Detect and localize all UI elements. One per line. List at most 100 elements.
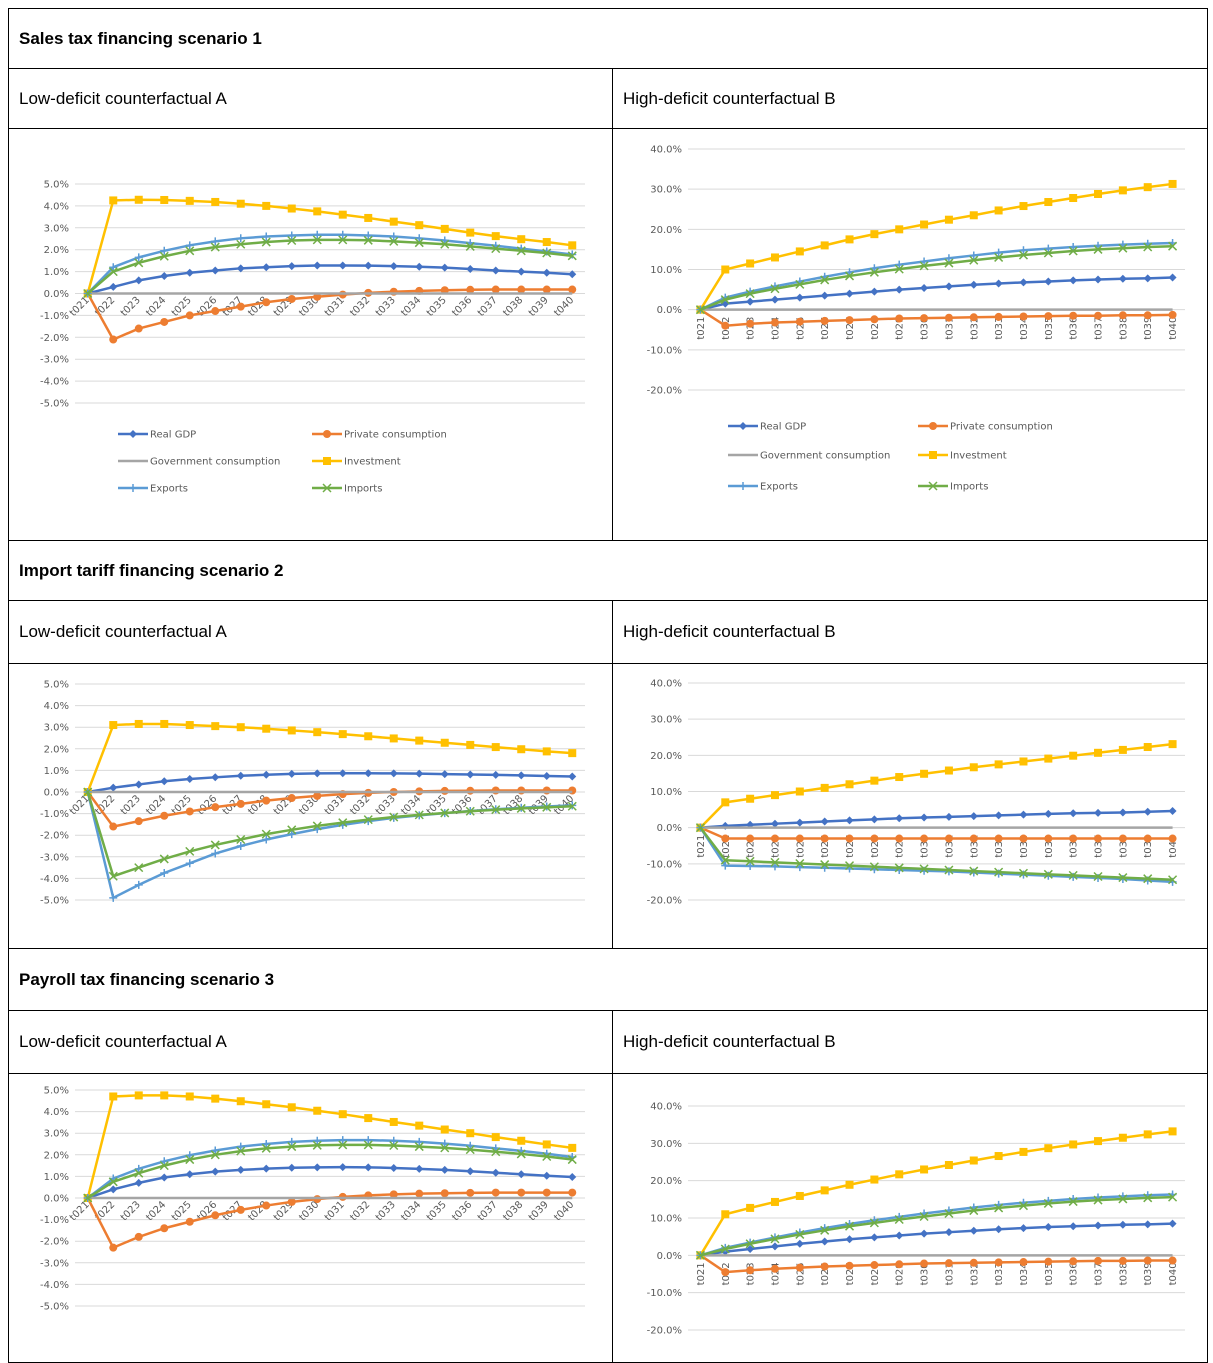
series-line (87, 1165, 573, 1200)
y-tick-label: 5.0% (44, 680, 69, 691)
marker (211, 237, 220, 246)
marker (739, 482, 747, 490)
marker (695, 305, 705, 315)
legend-item: Real GDP (728, 422, 806, 433)
marker (389, 1163, 398, 1172)
marker (491, 266, 500, 275)
marker (894, 264, 904, 274)
legend-label: Imports (344, 484, 382, 495)
column-header: Low-deficit counterfactual A (8, 600, 613, 664)
marker (1069, 243, 1078, 252)
marker (1118, 274, 1127, 283)
marker (1168, 1127, 1177, 1136)
marker (969, 313, 978, 322)
marker (720, 1244, 730, 1254)
marker (262, 724, 271, 733)
x-tick-label: t021 (696, 1262, 707, 1285)
marker (338, 235, 348, 245)
series-line (86, 1138, 573, 1199)
marker (542, 238, 551, 247)
marker (770, 1242, 779, 1251)
marker (313, 791, 322, 800)
marker (1093, 871, 1103, 882)
marker (363, 815, 373, 825)
marker (895, 1231, 904, 1240)
marker (567, 1155, 577, 1165)
marker (568, 772, 577, 781)
marker (721, 798, 730, 807)
x-tick-label: t026 (820, 835, 831, 858)
marker (795, 1229, 805, 1239)
marker (1093, 1195, 1103, 1205)
marker (721, 321, 730, 330)
x-tick-label: t038 (1118, 1262, 1129, 1285)
marker (1118, 873, 1128, 883)
marker (414, 810, 424, 820)
x-tick-label: t034 (1019, 317, 1030, 340)
marker (1118, 834, 1127, 843)
marker (770, 284, 780, 294)
series (83, 787, 577, 881)
marker (845, 289, 854, 298)
marker (895, 834, 904, 843)
marker (1018, 250, 1029, 260)
legend-label: Real GDP (760, 422, 806, 433)
marker (287, 1103, 296, 1112)
marker (994, 206, 1003, 215)
marker (517, 1170, 526, 1179)
marker (770, 791, 779, 800)
y-tick-label: 20.0% (650, 751, 682, 762)
series (83, 719, 577, 796)
series (695, 1192, 1178, 1260)
marker (944, 254, 953, 263)
marker (1143, 1193, 1153, 1203)
x-tick-label: t040 (1168, 835, 1179, 858)
marker (236, 799, 245, 808)
y-tick-label: -4.0% (40, 874, 69, 885)
marker (1094, 834, 1103, 843)
marker (440, 286, 449, 295)
marker (844, 1221, 855, 1231)
marker (389, 812, 399, 822)
marker (517, 267, 526, 276)
marker (1019, 202, 1028, 211)
marker (287, 1163, 296, 1172)
marker (389, 734, 398, 743)
y-tick-label: 3.0% (44, 1129, 69, 1140)
marker (491, 1168, 500, 1177)
marker (870, 1261, 879, 1270)
marker (820, 1262, 829, 1271)
x-tick-label: t033 (994, 835, 1005, 858)
marker (820, 316, 829, 325)
x-tick-label: t037 (1094, 317, 1105, 340)
marker (134, 1232, 143, 1241)
legend-label: Investment (950, 451, 1007, 462)
marker (466, 285, 475, 294)
marker (1043, 869, 1053, 879)
marker (820, 834, 829, 843)
marker (568, 749, 577, 758)
marker (795, 317, 804, 326)
series-line (86, 791, 573, 878)
marker (1168, 310, 1177, 319)
marker (160, 246, 169, 255)
marker (770, 253, 779, 262)
x-tick-label: t028 (870, 835, 881, 858)
marker (262, 796, 271, 805)
marker (894, 1214, 904, 1225)
y-tick-label: 5.0% (44, 180, 69, 191)
legend-item: Exports (728, 482, 798, 493)
series-line (87, 771, 573, 794)
y-tick-label: 40.0% (650, 679, 682, 690)
marker (364, 213, 373, 222)
marker (820, 1186, 829, 1195)
marker (287, 1137, 296, 1146)
series (695, 241, 1178, 315)
marker (236, 1142, 245, 1151)
series-line (699, 826, 1173, 881)
marker (820, 275, 830, 285)
marker (1118, 186, 1127, 195)
marker (211, 1094, 220, 1103)
y-tick-label: -10.0% (647, 1288, 682, 1299)
marker (994, 811, 1003, 820)
